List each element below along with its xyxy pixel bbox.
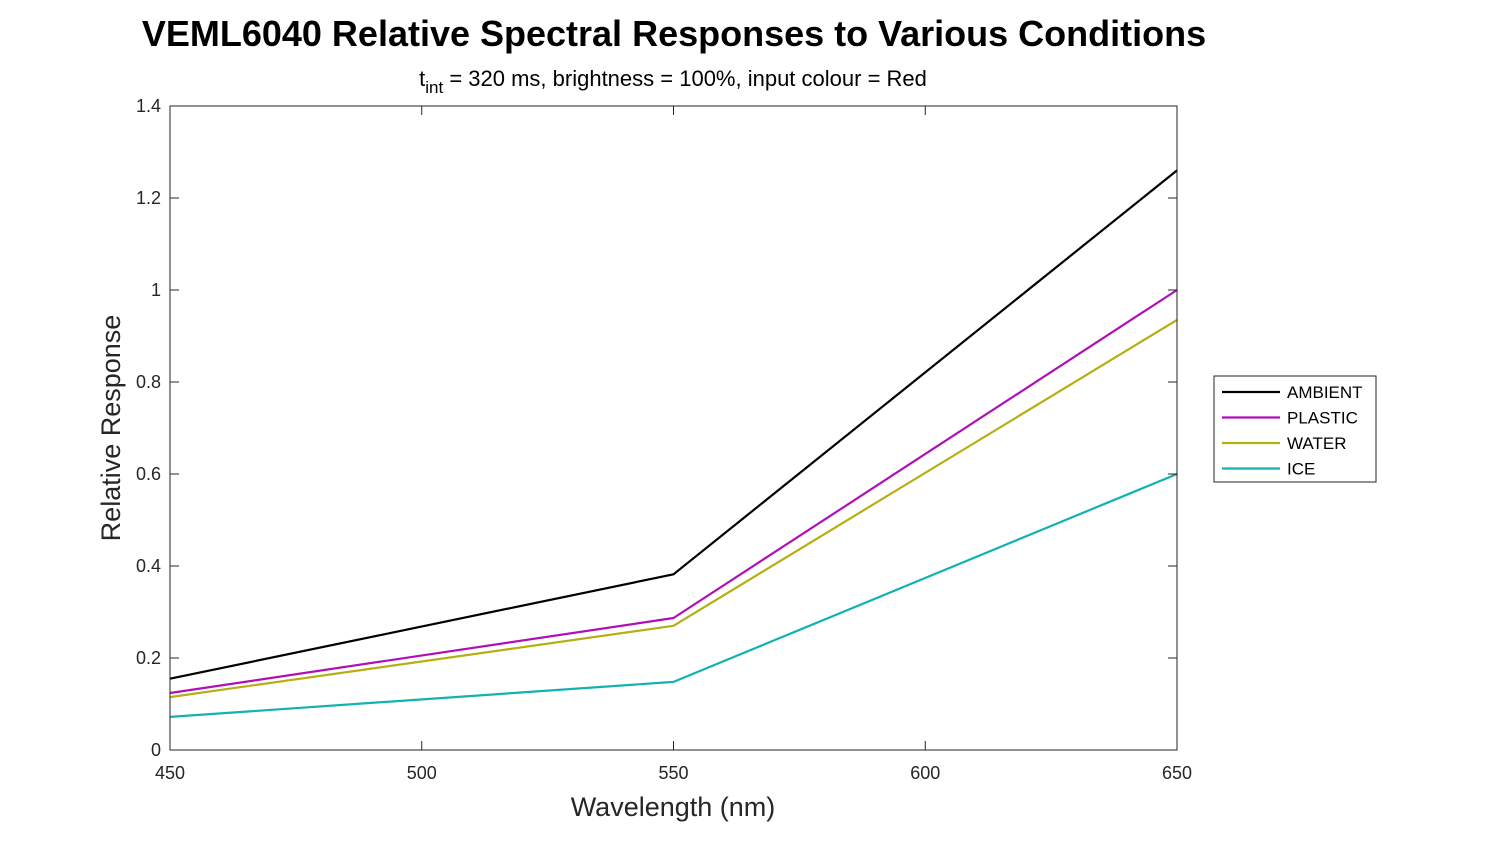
legend-label-water: WATER: [1287, 434, 1347, 453]
series-line-plastic: [169, 289, 1178, 695]
y-tick-label: 0: [151, 740, 161, 760]
x-tick-label: 600: [910, 763, 940, 783]
chart-title: VEML6040 Relative Spectral Responses to …: [142, 13, 1206, 54]
y-tick-label: 1: [151, 280, 161, 300]
x-tick-label: 450: [155, 763, 185, 783]
plot-area: [170, 106, 1177, 750]
series-layer: [169, 169, 1178, 718]
chart-subtitle: tint = 320 ms, brightness = 100%, input …: [419, 66, 927, 97]
y-axis-label: Relative Response: [96, 315, 126, 542]
y-tick-label: 0.6: [136, 464, 161, 484]
x-axis-label: Wavelength (nm): [571, 792, 776, 822]
legend: AMBIENT PLASTIC WATER ICE: [1213, 375, 1377, 483]
y-tick-label: 0.4: [136, 556, 161, 576]
y-tick-label: 1.4: [136, 96, 161, 116]
x-tick-label: 500: [407, 763, 437, 783]
legend-label-ambient: AMBIENT: [1287, 383, 1363, 402]
x-tick-label: 550: [658, 763, 688, 783]
legend-label-plastic: PLASTIC: [1287, 409, 1358, 428]
series-line-ambient: [169, 169, 1178, 680]
x-tick-label: 650: [1162, 763, 1192, 783]
series-line-water: [169, 318, 1178, 699]
subtitle-text: = 320 ms, brightness = 100%, input colou…: [443, 66, 927, 91]
legend-box: [1213, 375, 1377, 483]
y-tick-label: 0.2: [136, 648, 161, 668]
legend-label-ice: ICE: [1287, 460, 1315, 479]
subtitle-base: t: [419, 66, 425, 91]
y-tick-label: 1.2: [136, 188, 161, 208]
series-line-ice: [169, 472, 1178, 718]
y-tick-label: 0.8: [136, 372, 161, 392]
ticks-layer: 450 500 550 600 650 0 0.2 0.4 0.6 0.8 1 1.2 1.4: [136, 96, 1192, 783]
plot-background: [170, 106, 1177, 750]
subtitle-subscript: int: [425, 78, 443, 97]
